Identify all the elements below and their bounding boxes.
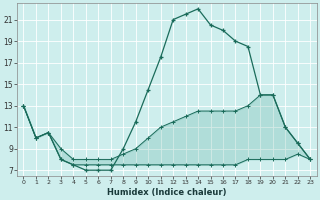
X-axis label: Humidex (Indice chaleur): Humidex (Indice chaleur): [107, 188, 227, 197]
